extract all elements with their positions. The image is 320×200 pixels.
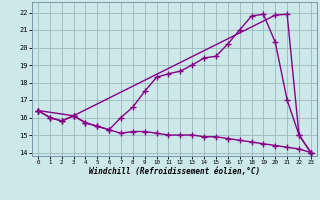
X-axis label: Windchill (Refroidissement éolien,°C): Windchill (Refroidissement éolien,°C) <box>89 167 260 176</box>
